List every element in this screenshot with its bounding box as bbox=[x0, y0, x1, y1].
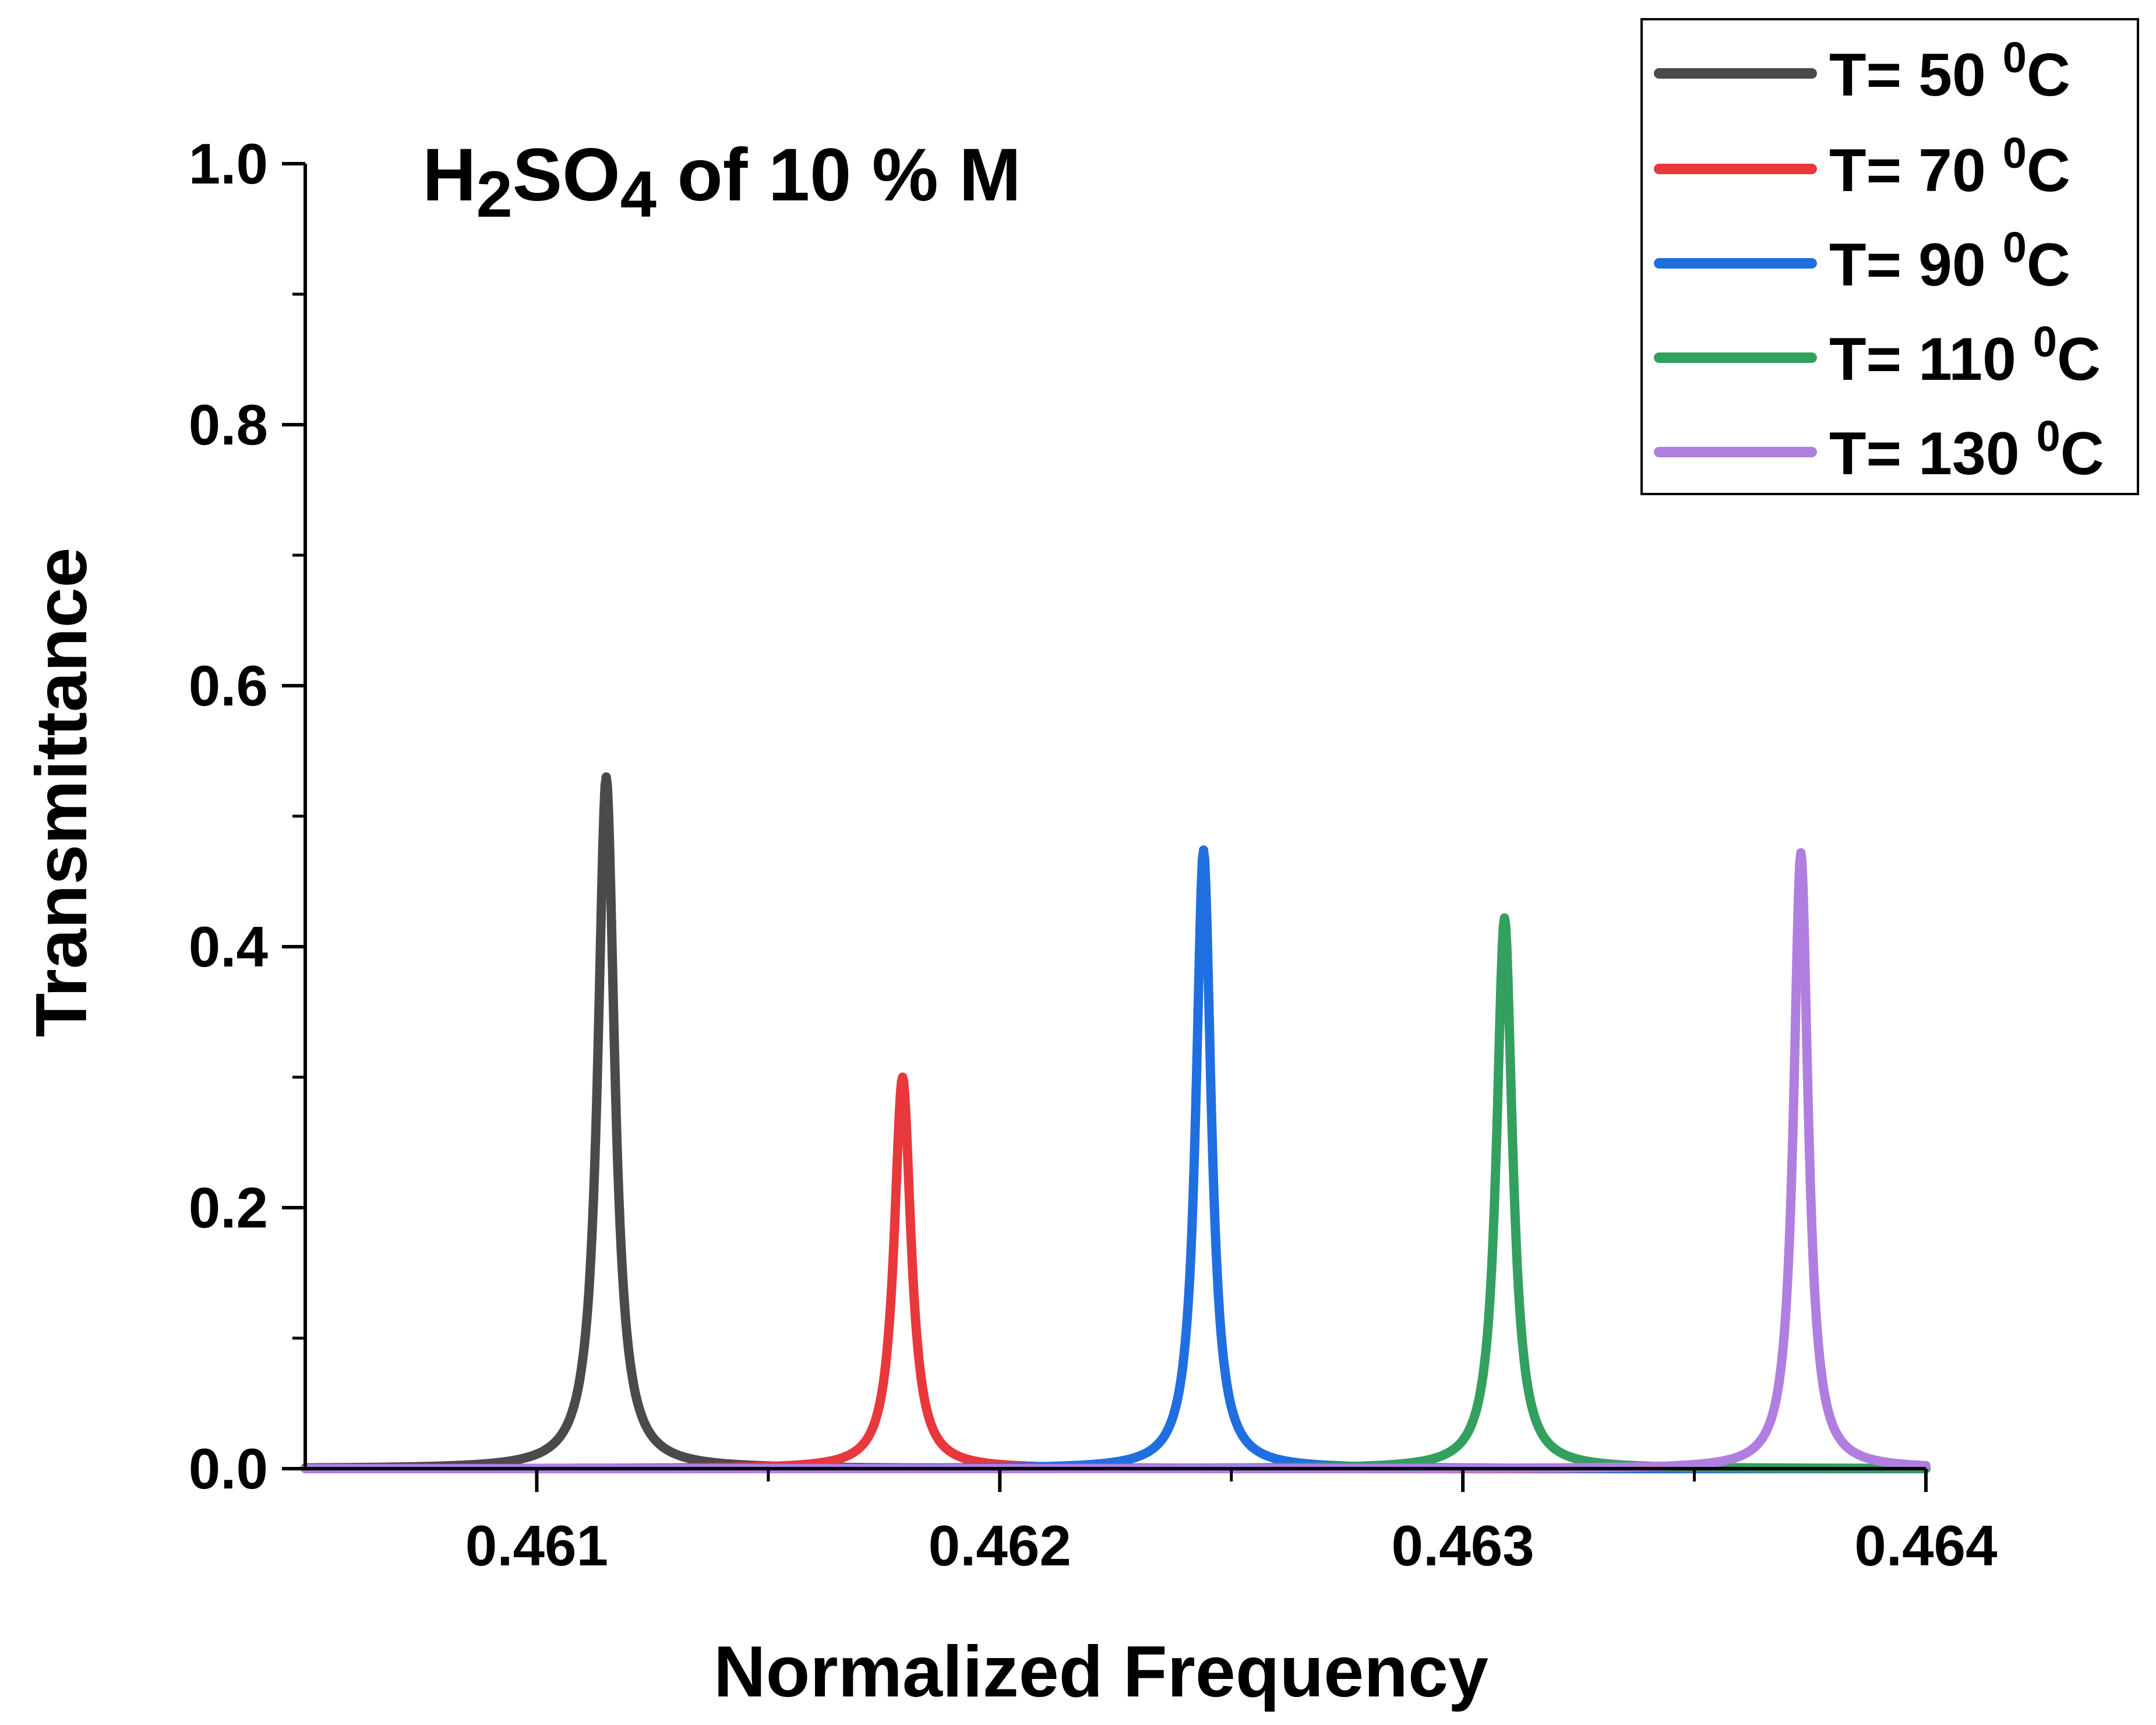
legend-label-unit: C bbox=[2060, 420, 2104, 488]
legend-item: T= 130 0C bbox=[1654, 412, 2104, 488]
series-line-5 bbox=[301, 848, 1931, 1473]
x-ticks: 0.461 0.462 0.463 0.464 bbox=[465, 1469, 1998, 1578]
title-text: of 10 % M bbox=[657, 133, 1021, 217]
legend-label-main: T= 50 bbox=[1829, 41, 2003, 109]
legend-label-unit: C bbox=[2057, 326, 2101, 393]
y-tick-label: 0.8 bbox=[189, 393, 268, 457]
series-line-3 bbox=[301, 845, 1931, 1473]
y-tick-label: 0.4 bbox=[189, 915, 268, 979]
x-tick-label: 0.464 bbox=[1854, 1514, 1997, 1578]
plot-area: 0.0 0.2 0.4 0.6 0.8 1.0 0.461 0.462 0.463 0.464 bbox=[189, 132, 1998, 1578]
title-text: SO bbox=[513, 133, 620, 217]
legend-label: T= 90 0C bbox=[1829, 223, 2070, 299]
series-line-2 bbox=[301, 1073, 1931, 1473]
legend-item: T= 70 0C bbox=[1654, 129, 2070, 204]
title-subscript: 2 bbox=[476, 158, 512, 231]
legend-label-unit: C bbox=[2027, 137, 2070, 204]
legend-label-unit: C bbox=[2027, 41, 2070, 109]
legend-label-superscript: 0 bbox=[2003, 33, 2027, 82]
x-tick-label: 0.462 bbox=[929, 1514, 1071, 1578]
series-line-4 bbox=[301, 913, 1931, 1473]
y-axis-title: Transmittance bbox=[22, 548, 102, 1038]
legend-frame bbox=[1640, 18, 2139, 495]
title-text: H bbox=[422, 133, 476, 217]
y-tick-label: 0.2 bbox=[189, 1176, 268, 1240]
y-ticks: 0.0 0.2 0.4 0.6 0.8 1.0 bbox=[189, 132, 305, 1501]
title-subscript: 4 bbox=[620, 158, 657, 231]
x-tick-label: 0.461 bbox=[465, 1514, 608, 1578]
series-line-1 bbox=[301, 772, 1931, 1473]
legend-label-superscript: 0 bbox=[2037, 412, 2060, 460]
legend-item: T= 50 0C bbox=[1654, 33, 2070, 109]
legend-label: T= 50 0C bbox=[1829, 33, 2070, 109]
legend-item: T= 90 0C bbox=[1654, 223, 2070, 299]
y-tick-label: 0.0 bbox=[189, 1437, 268, 1501]
chart-title: H2SO4 of 10 % M bbox=[422, 133, 1021, 231]
legend-label: T= 70 0C bbox=[1829, 129, 2070, 204]
legend-item: T= 110 0C bbox=[1654, 318, 2101, 393]
x-tick-label: 0.463 bbox=[1392, 1514, 1534, 1578]
legend-label-superscript: 0 bbox=[2033, 318, 2057, 366]
y-tick-label: 0.6 bbox=[189, 654, 268, 718]
legend-label: T= 110 0C bbox=[1829, 318, 2101, 393]
legend: T= 50 0CT= 70 0CT= 90 0CT= 110 0CT= 130 … bbox=[1640, 18, 2139, 495]
legend-label-superscript: 0 bbox=[2003, 223, 2027, 271]
legend-label-superscript: 0 bbox=[2003, 129, 2027, 177]
legend-label-main: T= 70 bbox=[1829, 137, 2003, 204]
legend-items: T= 50 0CT= 70 0CT= 90 0CT= 110 0CT= 130 … bbox=[1654, 33, 2104, 488]
legend-label-main: T= 130 bbox=[1829, 420, 2037, 488]
legend-label: T= 130 0C bbox=[1829, 412, 2104, 488]
legend-label-unit: C bbox=[2027, 231, 2070, 299]
series-group bbox=[301, 772, 1931, 1473]
y-tick-label: 1.0 bbox=[189, 132, 268, 196]
x-axis-title: Normalized Frequency bbox=[714, 1632, 1488, 1712]
legend-label-main: T= 110 bbox=[1829, 326, 2033, 393]
legend-label-main: T= 90 bbox=[1829, 231, 2003, 299]
